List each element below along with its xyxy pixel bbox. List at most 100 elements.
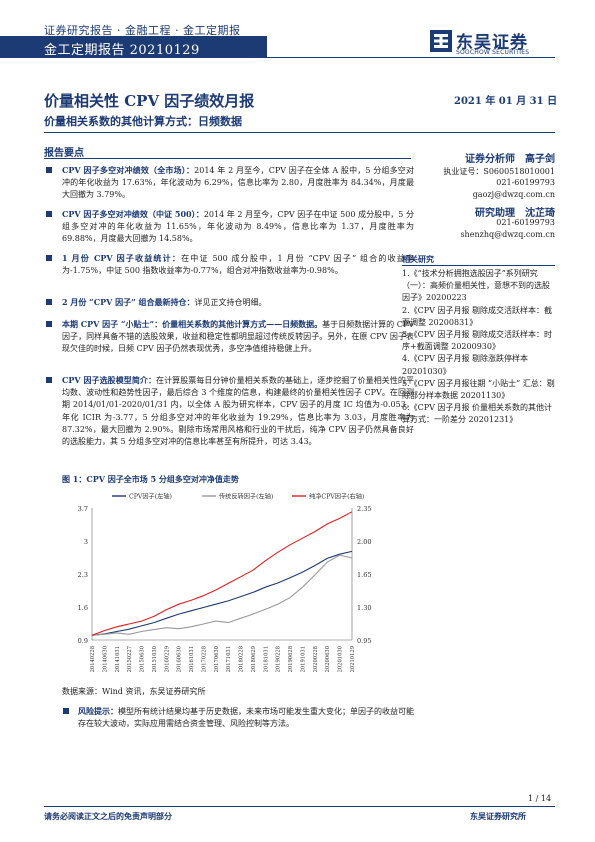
x-tick-label: 20201030 bbox=[338, 646, 344, 672]
summary-item-holdings: 2 月份 “CPV 因子” 组合最新持仓：详见正文持仓明细。 bbox=[44, 296, 414, 309]
bullet-square-icon bbox=[46, 377, 52, 383]
summary-item-text: 在中证 500 成分股中，1 月份 “CPV 因子” 组合的收益率为-1.75%… bbox=[62, 254, 415, 276]
summary-item-tips: 本期 CPV 因子 “小贴士”：价量相关系数的其他计算方式——日频数据。基于日频… bbox=[44, 318, 414, 356]
y-left-tick-label: 2.3 bbox=[78, 571, 88, 579]
x-tick-label: 20140228 bbox=[90, 646, 96, 672]
x-tick-label: 20160630 bbox=[177, 646, 183, 672]
summary-item-market: CPV 因子多空对冲绩效（全市场）：2014 年 2 月至今，CPV 因子在全体… bbox=[44, 164, 414, 202]
x-tick-label: 20170630 bbox=[214, 646, 220, 672]
risk-warning: 风险提示：模型所有统计结果均基于历史数据，未来市场可能发生重大变化；单因子的收益… bbox=[62, 705, 414, 730]
y-right-tick-label: 2.35 bbox=[357, 505, 371, 513]
summary-item-text: 2014 年 2 月至今，CPV 因子在中证 500 成分股中，5 分组多空对冲… bbox=[62, 210, 415, 244]
summary-item-january: 1 月份 CPV 因子收益统计：在中证 500 成分股中，1 月份 “CPV 因… bbox=[44, 252, 414, 277]
y-left-tick-label: 1.6 bbox=[78, 604, 88, 612]
summary-item-lead: 1 月份 CPV 因子收益统计： bbox=[62, 253, 182, 263]
related-item[interactable]: 3.《CPV 因子月报 剔除成交活跃样本：时序+截面调整 20200930》 bbox=[402, 330, 552, 352]
analyst-1-email[interactable]: gaozj@dwzq.com.cn bbox=[472, 190, 555, 199]
x-tick-label: 20181031 bbox=[263, 646, 269, 672]
series-line-right bbox=[91, 511, 353, 636]
summary-item-text: 2014 年 2 月至今，CPV 因子在全体 A 股中，5 分组多空对冲的年化收… bbox=[62, 166, 414, 200]
x-tick-label: 20190628 bbox=[288, 646, 294, 672]
logo-text-en: SOOCHOW SECURITIES bbox=[456, 49, 530, 56]
summary-item-lead: CPV 因子多空对冲绩效（全市场）： bbox=[62, 165, 195, 175]
y-right-tick-label: 0.95 bbox=[357, 637, 371, 645]
x-tick-label: 20171031 bbox=[226, 646, 232, 672]
x-tick-label: 20191031 bbox=[300, 646, 306, 672]
report-series-banner: 金工定期报告 20210129 bbox=[0, 36, 267, 58]
summary-divider bbox=[44, 158, 411, 159]
summary-item-text: 基于日频数据计算的 CPV 因子，同样具备不错的选股效果，收益和稳定性都明显超过… bbox=[62, 320, 414, 354]
analyst-1-phone: 021-60199793 bbox=[496, 178, 555, 187]
bullet-square-icon bbox=[46, 211, 52, 217]
x-tick-label: 20210129 bbox=[350, 646, 356, 672]
related-list: 1.《“技术分析拥抱选股因子”系列研究（一）：高频价量相关性，意想不到的选股因子… bbox=[402, 268, 555, 427]
summary-item-lead: 2 月份 “CPV 因子” 组合最新持仓： bbox=[62, 297, 195, 307]
related-heading: 相关研究 bbox=[402, 254, 434, 264]
y-right-tick-label: 2.00 bbox=[357, 538, 371, 546]
series-line-left bbox=[91, 550, 353, 636]
x-tick-label: 20180228 bbox=[239, 646, 245, 672]
company-logo: 东吴证券 SOOCHOW SECURITIES bbox=[430, 28, 560, 58]
related-item[interactable]: 1.《“技术分析拥抱选股因子”系列研究（一）：高频价量相关性，意想不到的选股因子… bbox=[402, 269, 550, 303]
related-item[interactable]: 5.《CPV 因子月报往期 “小贴士” 汇总：剔除部分样本数据 20201130… bbox=[402, 378, 555, 401]
bullet-square-icon bbox=[63, 708, 69, 714]
bullet-square-icon bbox=[46, 299, 52, 305]
bullet-square-icon bbox=[46, 167, 52, 173]
summary-item-text: 在计算股票每日分钟价量相关系数的基础上，逐步挖掘了价量相关性的平均数、波动性和趋… bbox=[62, 376, 414, 447]
x-tick-label: 20200228 bbox=[313, 646, 319, 672]
y-left-tick-label: 0.9 bbox=[78, 637, 88, 645]
figure-caption: 图 1：CPV 因子全市场 5 分组多空对冲净值走势 bbox=[62, 474, 239, 484]
x-tick-label: 20160229 bbox=[164, 646, 170, 672]
related-item[interactable]: 4.《CPV 因子月报 剔除涨跌停样本 20201030》 bbox=[402, 354, 528, 376]
y-right-tick-label: 1.65 bbox=[357, 571, 371, 579]
logo-mark-icon bbox=[430, 30, 452, 52]
summary-heading: 报告要点 bbox=[44, 148, 84, 159]
report-date: 2021 年 01 月 31 日 bbox=[454, 96, 558, 107]
page-number: 1 / 14 bbox=[528, 794, 552, 803]
y-right-tick-label: 1.30 bbox=[357, 604, 371, 612]
related-item[interactable]: 2.《CPV 因子月报 剔除成交活跃样本：截面调整 20200831》 bbox=[402, 305, 552, 327]
analyst-2-email[interactable]: shenzhq@dwzq.com.cn bbox=[460, 230, 555, 239]
analyst-2-phone: 021-60199793 bbox=[496, 218, 555, 227]
report-title: 价量相关性 CPV 因子绩效月报 bbox=[44, 92, 255, 110]
report-subtitle: 价量相关系数的其他计算方式：日频数据 bbox=[44, 115, 242, 128]
footer-institute: 东吴证券研究所 bbox=[470, 811, 526, 821]
legend-label: CPV因子(左轴) bbox=[129, 493, 172, 501]
x-tick-label: 20141031 bbox=[115, 646, 121, 672]
x-tick-label: 20190228 bbox=[276, 646, 282, 672]
analyst-1-license: 执业证号：S0600518010001 bbox=[443, 167, 555, 176]
header-divider bbox=[267, 57, 555, 58]
related-divider bbox=[402, 265, 555, 266]
logo-text-cn: 东吴证券 bbox=[456, 33, 528, 53]
footer-divider bbox=[44, 806, 555, 807]
analyst-2-role: 研究助理 沈芷琦 bbox=[475, 208, 555, 219]
y-left-tick-label: 3.7 bbox=[78, 505, 88, 513]
legend-label: 传统反转因子(左轴) bbox=[219, 493, 273, 501]
bullet-square-icon bbox=[46, 321, 52, 327]
bullet-square-icon bbox=[46, 255, 52, 261]
x-tick-label: 20161031 bbox=[189, 646, 195, 672]
summary-item-lead: CPV 因子选股模型简介： bbox=[62, 375, 157, 385]
x-tick-label: 20150630 bbox=[140, 646, 146, 672]
summary-item-text: 详见正文持仓明细。 bbox=[194, 298, 267, 307]
summary-item-csi500: CPV 因子多空对冲绩效（中证 500）：2014 年 2 月至今，CPV 因子… bbox=[44, 208, 414, 246]
report-category: 证券研究报告 · 金融工程 · 金工定期报告 bbox=[44, 24, 241, 53]
figure-source: 数据来源：Wind 资讯，东吴证券研究所 bbox=[62, 687, 206, 696]
risk-text: 模型所有统计结果均基于历史数据，未来市场可能发生重大变化；单因子的收益可能存在较… bbox=[78, 707, 414, 729]
summary-item-lead: 本期 CPV 因子 “小贴士”：价量相关系数的其他计算方式——日频数据。 bbox=[62, 319, 323, 329]
risk-lead: 风险提示： bbox=[78, 706, 118, 716]
x-tick-label: 20151030 bbox=[152, 646, 158, 672]
summary-item-model: CPV 因子选股模型简介：在计算股票每日分钟价量相关系数的基础上，逐步挖掘了价量… bbox=[44, 374, 414, 448]
x-tick-label: 20180629 bbox=[251, 646, 257, 672]
x-tick-label: 20170228 bbox=[201, 646, 207, 672]
x-tick-label: 20140630 bbox=[102, 646, 108, 672]
x-tick-label: 20150227 bbox=[127, 646, 133, 672]
legend-label: 纯净CPV因子(右轴) bbox=[309, 493, 364, 501]
footer-disclaimer: 请务必阅读正文之后的免责声明部分 bbox=[44, 811, 172, 821]
title-divider bbox=[44, 132, 555, 133]
summary-item-lead: CPV 因子多空对冲绩效（中证 500）： bbox=[62, 209, 204, 219]
nav-line-chart: 0.9 1.6 2.3 3 3.7 0.95 1.30 1.65 2.00 2.35 2014022… bbox=[78, 493, 372, 673]
related-item[interactable]: 6.《CPV 因子月报 价量相关系数的其他计算方式：一阶差分 20201231》 bbox=[402, 403, 552, 425]
analyst-1-role: 证券分析师 高子剑 bbox=[465, 154, 555, 165]
x-tick-label: 20200630 bbox=[325, 646, 331, 672]
